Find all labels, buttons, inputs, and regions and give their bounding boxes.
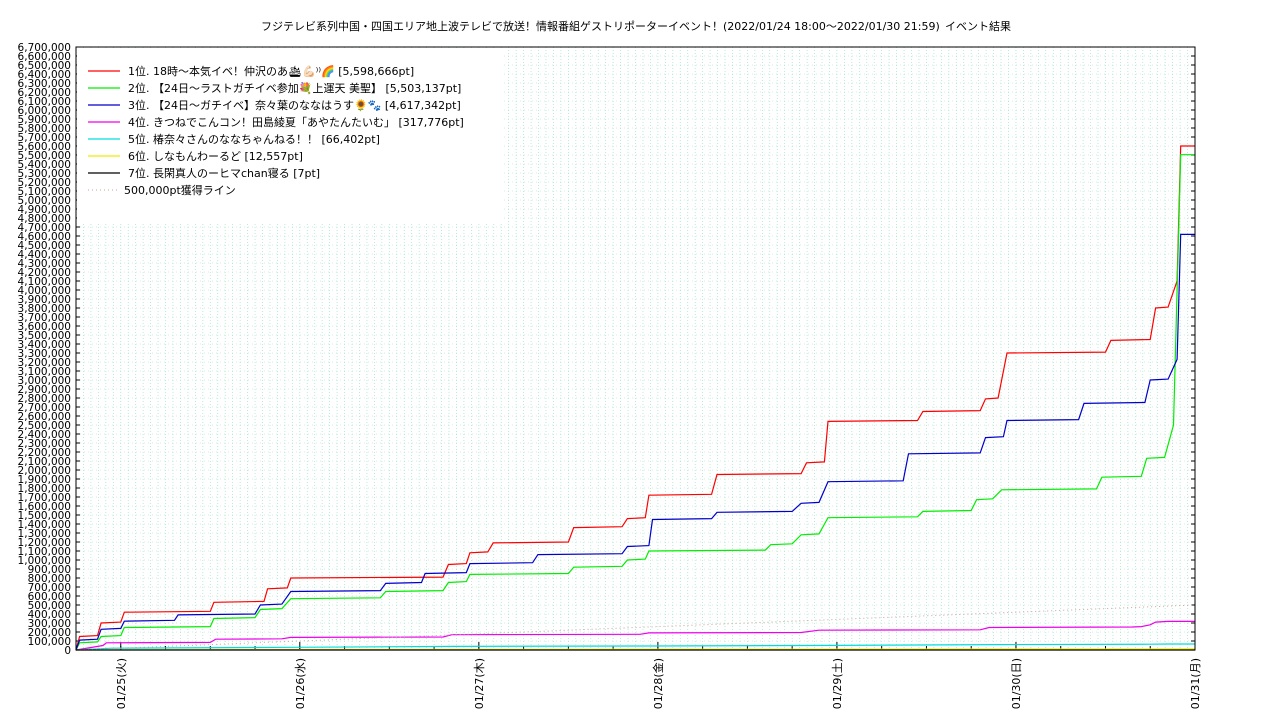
y-tick-label: 4,100,000: [18, 276, 71, 288]
y-tick-label: 5,400,000: [18, 159, 71, 171]
y-tick-label: 5,200,000: [18, 177, 71, 189]
y-tick-label: 900,000: [28, 564, 71, 576]
legend-label: 4位. きつねでこんコン！田島綾夏「あやたんたいむ」 [317,776pt]: [128, 115, 464, 129]
y-tick-label: 2,000,000: [18, 465, 71, 477]
series-line: [75, 154, 1195, 651]
y-tick-label: 2,500,000: [18, 420, 71, 432]
y-tick-label: 600,000: [28, 591, 71, 603]
y-tick-label: 2,700,000: [18, 402, 71, 414]
y-tick-label: 1,200,000: [18, 537, 71, 549]
legend-box: [77, 48, 502, 223]
y-tick-label: 2,900,000: [18, 384, 71, 396]
y-tick-label: 2,100,000: [18, 456, 71, 468]
y-tick-label: 4,000,000: [18, 285, 71, 297]
x-tick-label: 01/29(土): [831, 658, 844, 709]
legend-label: 6位. しなもんわーるど [12,557pt]: [128, 149, 303, 163]
x-tick-label: 01/31(月): [1189, 658, 1202, 709]
x-tick-label: 01/27(木): [473, 658, 486, 709]
y-tick-label: 1,400,000: [18, 519, 71, 531]
y-tick-label: 3,000,000: [18, 375, 71, 387]
y-tick-label: 4,300,000: [18, 258, 71, 270]
x-axis-ticks: 01/25(火) 01/26(水) 01/27(木) 01/28(金) 01/29(土)…: [115, 642, 1202, 709]
y-tick-label: 6,300,000: [18, 78, 71, 90]
legend: 1位. 18時〜本気イベ！仲沢のあ🛳💪🏻⁾⁾🌈 [5,598,666pt] 2位.…: [88, 64, 464, 197]
legend-label: 500,000pt獲得ライン: [124, 184, 236, 197]
y-tick-label: 4,600,000: [18, 231, 71, 243]
y-tick-label: 2,200,000: [18, 447, 71, 459]
y-tick-label: 5,000,000: [18, 195, 71, 207]
chart-title-suffix: イベント結果: [945, 19, 1011, 33]
y-tick-label: 5,300,000: [18, 168, 71, 180]
y-tick-label: 800,000: [28, 573, 71, 585]
legend-label: 3位. 【24日〜ガチイベ】奈々葉のななはうす🌻🐾 [4,617,342pt]: [128, 98, 461, 112]
y-tick-label: 6,200,000: [18, 87, 71, 99]
y-tick-label: 6,000,000: [18, 105, 71, 117]
legend-background: [77, 48, 502, 223]
y-tick-label: 6,600,000: [18, 51, 71, 63]
y-tick-label: 1,700,000: [18, 492, 71, 504]
legend-label: 1位. 18時〜本気イベ！仲沢のあ🛳💪🏻⁾⁾🌈 [5,598,666pt]: [128, 64, 414, 78]
y-tick-label: 5,700,000: [18, 132, 71, 144]
y-tick-label: 3,400,000: [18, 339, 71, 351]
y-tick-label: 4,800,000: [18, 213, 71, 225]
x-tick-label: 01/28(金): [651, 658, 665, 709]
y-tick-label: 2,300,000: [18, 438, 71, 450]
y-tick-label: 3,200,000: [18, 357, 71, 369]
y-tick-label: 5,900,000: [18, 114, 71, 126]
y-tick-label: 4,400,000: [18, 249, 71, 261]
y-tick-label: 400,000: [28, 609, 71, 621]
y-tick-label: 300,000: [28, 618, 71, 630]
y-tick-label: 3,500,000: [18, 330, 71, 342]
x-tick-label: 01/26(水): [294, 658, 307, 709]
y-tick-label: 6,500,000: [18, 60, 71, 72]
y-tick-label: 0: [64, 645, 71, 657]
y-tick-label: 3,300,000: [18, 348, 71, 360]
y-tick-label: 4,900,000: [18, 204, 71, 216]
y-tick-label: 6,700,000: [18, 42, 71, 54]
chart-title: フジテレビ系列中国・四国エリア地上波テレビで放送！情報番組ゲストリポーターイベン…: [261, 19, 940, 33]
y-tick-label: 3,100,000: [18, 366, 71, 378]
series-line: [75, 233, 1195, 651]
y-tick-label: 3,700,000: [18, 312, 71, 324]
y-tick-label: 1,800,000: [18, 483, 71, 495]
series-line: [75, 145, 1195, 651]
y-tick-label: 4,200,000: [18, 267, 71, 279]
series-line: [75, 620, 1195, 651]
y-tick-label: 4,700,000: [18, 222, 71, 234]
y-tick-label: 2,400,000: [18, 429, 71, 441]
y-tick-label: 1,300,000: [18, 528, 71, 540]
y-tick-label: 6,100,000: [18, 96, 71, 108]
y-tick-label: 700,000: [28, 582, 71, 594]
y-tick-label: 5,800,000: [18, 123, 71, 135]
y-tick-label: 100,000: [28, 636, 71, 648]
y-tick-label: 4,500,000: [18, 240, 71, 252]
x-tick-label: 01/25(火): [115, 658, 128, 709]
y-axis-ticks: 0100,000200,000300,000400,000500,000600,…: [18, 42, 1195, 657]
y-tick-label: 200,000: [28, 627, 71, 639]
y-tick-label: 5,500,000: [18, 150, 71, 162]
y-tick-label: 1,900,000: [18, 474, 71, 486]
y-tick-label: 1,600,000: [18, 501, 71, 513]
y-tick-label: 6,400,000: [18, 69, 71, 81]
y-tick-label: 1,100,000: [18, 546, 71, 558]
y-tick-label: 1,000,000: [18, 555, 71, 567]
legend-label: 7位. 長閑真人のーヒマchan寝る [7pt]: [128, 166, 320, 180]
y-tick-label: 3,600,000: [18, 321, 71, 333]
legend-label: 5位. 椿奈々さんのななちゃんねる！！ [66,402pt]: [128, 132, 380, 146]
series-line: [75, 643, 1195, 651]
y-tick-label: 3,800,000: [18, 303, 71, 315]
y-tick-label: 1,500,000: [18, 510, 71, 522]
y-tick-label: 5,100,000: [18, 186, 71, 198]
y-tick-label: 2,600,000: [18, 411, 71, 423]
legend-label: 2位. 【24日〜ラストガチイベ参加💐上運天 美聖】 [5,503,137pt]: [128, 81, 461, 95]
grid-lines: [76, 47, 1195, 650]
plot-frame: [75, 46, 1196, 651]
y-tick-label: 5,600,000: [18, 141, 71, 153]
y-tick-label: 500,000: [28, 600, 71, 612]
y-tick-label: 2,800,000: [18, 393, 71, 405]
y-tick-label: 3,900,000: [18, 294, 71, 306]
x-tick-label: 01/30(日): [1010, 658, 1023, 709]
